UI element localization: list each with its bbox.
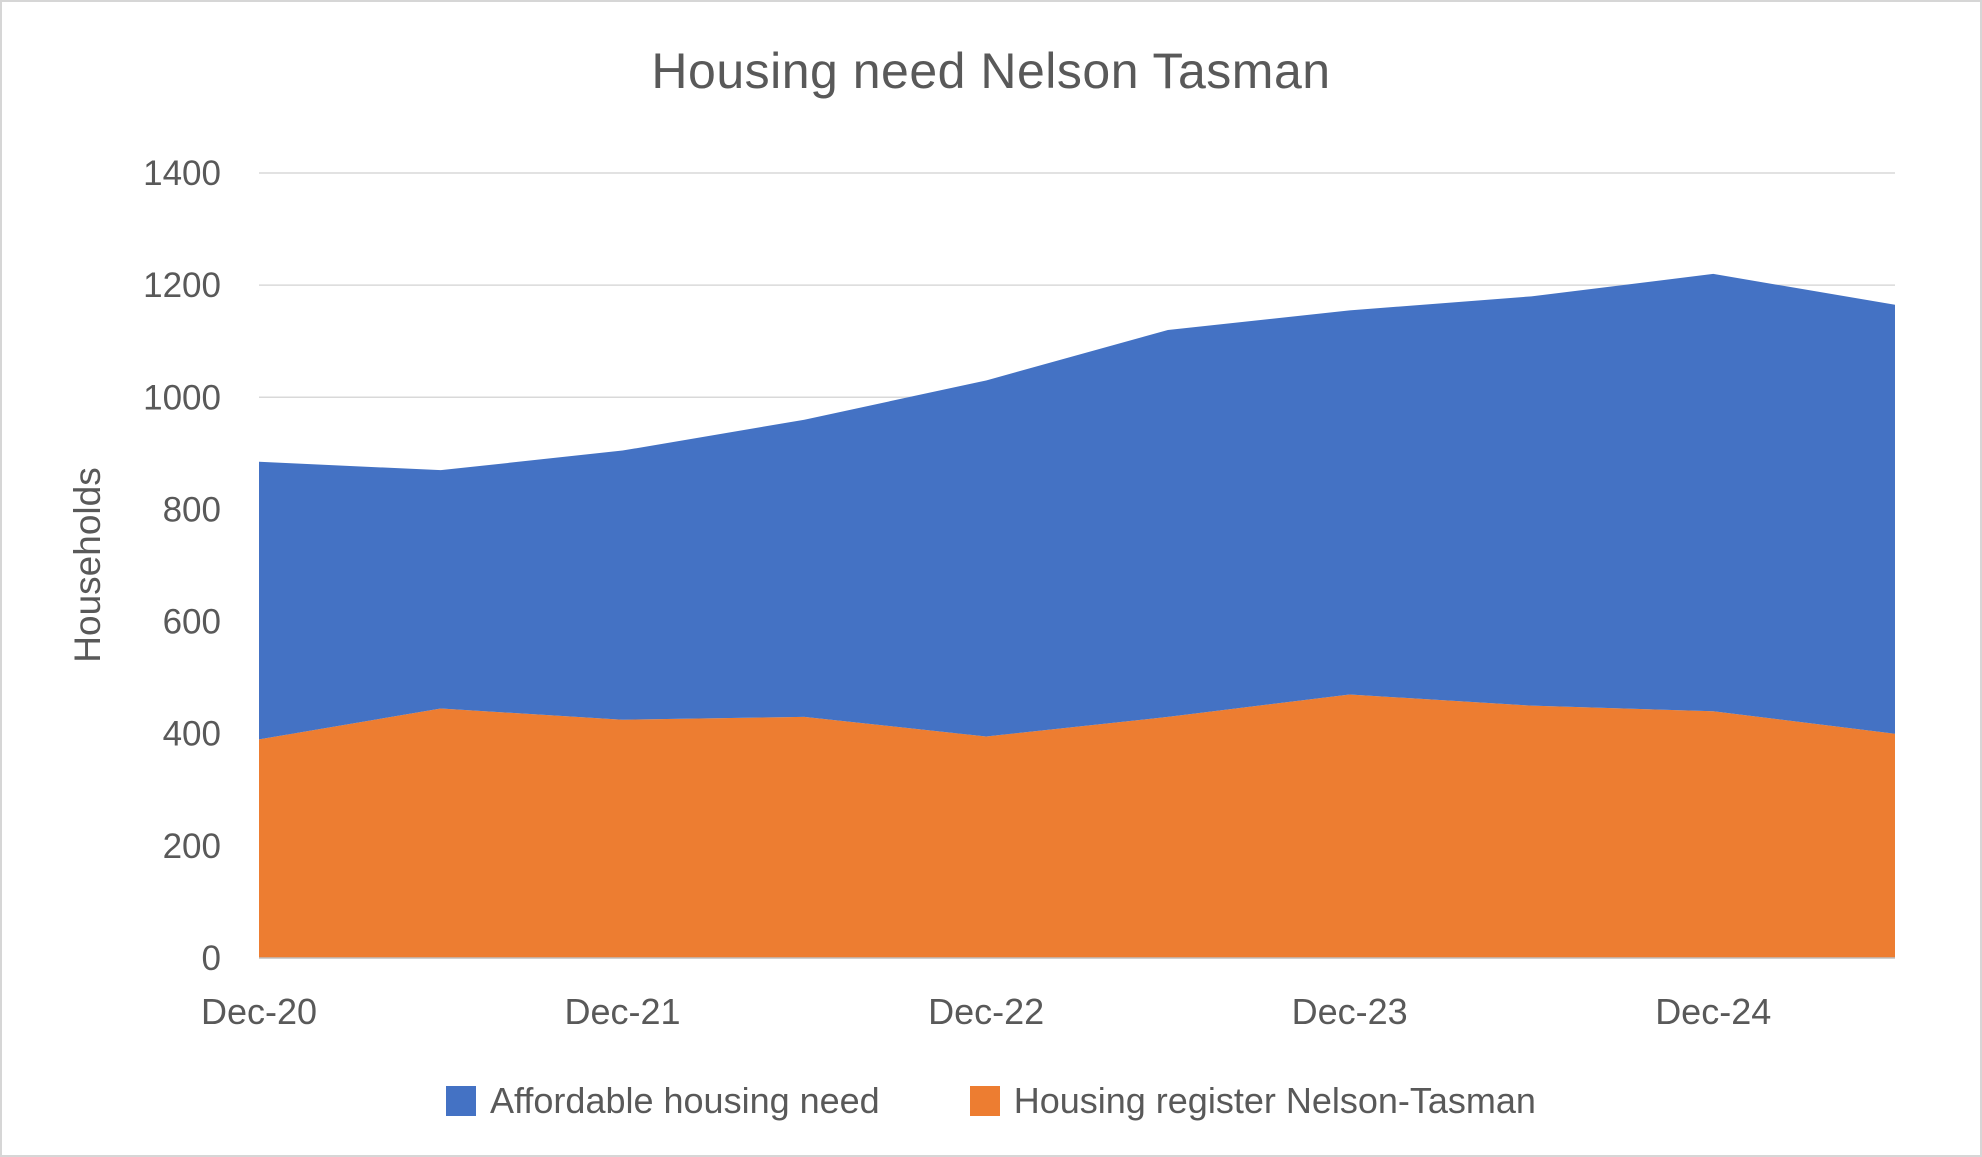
x-tick-label: Dec-22 [928,991,1044,1032]
legend-swatch-blue-icon [446,1086,477,1116]
y-tick-label: 1200 [143,266,221,305]
chart-title: Housing need Nelson Tasman [651,43,1331,99]
legend-item-affordable-housing-need: Affordable housing need [446,1080,880,1122]
x-tick-label: Dec-20 [201,991,317,1032]
chart-legend: Affordable housing need Housing register… [2,1080,1980,1122]
y-tick-label: 600 [163,603,221,642]
x-tick-label: Dec-23 [1292,991,1408,1032]
y-tick-label: 1000 [143,378,221,417]
legend-item-housing-register-nelson-tasman: Housing register Nelson-Tasman [969,1080,1536,1122]
y-tick-label: 800 [163,490,221,529]
area-series-0 [259,694,1895,958]
x-tick-label: Dec-24 [1655,991,1771,1032]
x-tick-label: Dec-21 [565,991,681,1032]
y-tick-label: 400 [163,715,221,754]
legend-label-housing-register-nelson-tasman: Housing register Nelson-Tasman [1013,1080,1536,1121]
y-tick-label: 200 [163,827,221,866]
legend-label-affordable-housing-need: Affordable housing need [490,1080,880,1121]
y-tick-label: 1400 [143,154,221,193]
area-series-1 [259,273,1895,740]
y-tick-label: 0 [202,939,221,978]
legend-swatch-orange-icon [969,1086,1000,1116]
